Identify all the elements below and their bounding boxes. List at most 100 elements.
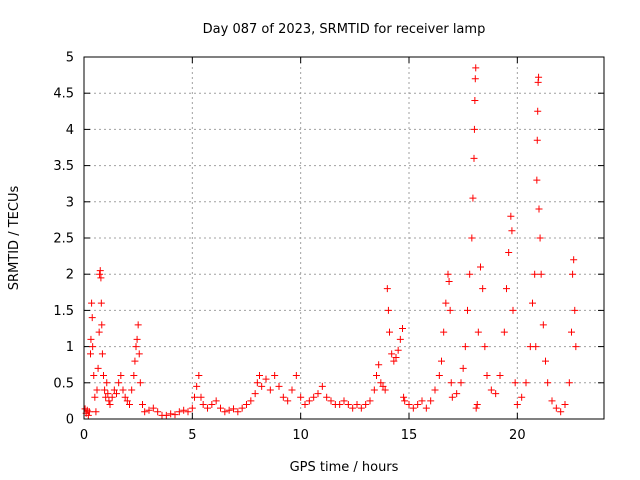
- data-point: [204, 404, 211, 412]
- data-point: [370, 386, 378, 394]
- data-point: [440, 328, 448, 336]
- y-tick-label: 4: [66, 123, 74, 138]
- y-tick-label: 3.5: [53, 159, 74, 174]
- data-point: [126, 401, 133, 409]
- data-point: [191, 393, 198, 401]
- data-point: [96, 270, 104, 278]
- data-point: [87, 335, 95, 343]
- data-point: [508, 227, 516, 235]
- data-point: [149, 404, 157, 412]
- data-point: [100, 372, 107, 380]
- data-point: [534, 107, 542, 115]
- data-point: [266, 386, 274, 394]
- x-tick-label: 0: [80, 428, 88, 443]
- data-point: [88, 299, 96, 307]
- data-point: [471, 96, 479, 104]
- data-point: [571, 306, 579, 314]
- data-point: [431, 386, 439, 394]
- data-point: [217, 404, 224, 412]
- data-point: [445, 277, 453, 285]
- data-point: [542, 357, 549, 365]
- data-point: [466, 270, 474, 278]
- data-point: [98, 350, 106, 358]
- data-point: [473, 401, 481, 409]
- data-point: [392, 353, 400, 361]
- data-points: [81, 64, 580, 419]
- data-point: [292, 372, 300, 380]
- chart-title: Day 087 of 2023, SRMTID for receiver lam…: [203, 22, 486, 37]
- data-point: [459, 364, 467, 372]
- data-point: [256, 372, 263, 380]
- data-point: [435, 372, 443, 380]
- data-point: [121, 393, 129, 401]
- data-point: [243, 401, 250, 409]
- data-point: [503, 285, 510, 293]
- data-point: [513, 401, 521, 409]
- data-point: [442, 299, 450, 307]
- data-point: [199, 401, 207, 409]
- data-point: [405, 401, 413, 409]
- data-point: [531, 270, 539, 278]
- data-point: [569, 270, 577, 278]
- data-point: [418, 397, 426, 405]
- data-point: [487, 386, 495, 394]
- data-point: [188, 404, 196, 412]
- data-point: [399, 325, 406, 332]
- data-point: [396, 335, 404, 343]
- data-point: [167, 410, 175, 418]
- data-point: [474, 328, 482, 336]
- data-point: [101, 386, 109, 394]
- data-point: [253, 379, 261, 387]
- data-point: [522, 379, 530, 387]
- data-point: [113, 390, 120, 398]
- data-point: [500, 328, 508, 336]
- data-point: [310, 393, 318, 401]
- data-point: [93, 386, 101, 394]
- data-point: [353, 401, 361, 409]
- data-point: [535, 205, 543, 213]
- data-point: [529, 299, 536, 307]
- plot-frame: [83, 56, 605, 420]
- data-point: [518, 393, 526, 401]
- data-point: [457, 379, 465, 387]
- data-point: [464, 306, 471, 314]
- data-point: [193, 382, 201, 390]
- y-tick-label: 4.5: [53, 87, 74, 102]
- data-point: [537, 270, 545, 278]
- data-point: [271, 372, 279, 380]
- data-point: [171, 411, 179, 419]
- data-point: [379, 382, 387, 390]
- data-point: [98, 321, 106, 329]
- data-point: [141, 408, 149, 416]
- data-point: [251, 390, 259, 398]
- y-tick-label: 0: [66, 413, 74, 428]
- data-point: [318, 382, 326, 390]
- data-point: [212, 397, 220, 405]
- data-point: [444, 270, 452, 278]
- x-tick-label: 5: [188, 428, 196, 443]
- data-point: [565, 379, 573, 387]
- data-point: [90, 372, 98, 380]
- data-point: [104, 390, 112, 398]
- data-point: [139, 401, 146, 409]
- data-point: [532, 343, 540, 351]
- data-point: [106, 401, 114, 409]
- data-point: [401, 397, 409, 405]
- data-point: [366, 397, 374, 405]
- data-point: [314, 390, 322, 398]
- axis-ticks: 0 0.5 1 1.5 2 2.5 3 3.5 4 4.5 5 0 5 10 15 20: [53, 51, 604, 443]
- x-tick-label: 20: [509, 428, 526, 443]
- data-point: [279, 393, 287, 401]
- data-point: [262, 375, 270, 383]
- data-point: [221, 408, 229, 416]
- data-point: [88, 314, 96, 322]
- data-point: [533, 176, 541, 184]
- data-point: [84, 411, 92, 419]
- data-point: [384, 306, 392, 314]
- data-point: [344, 401, 352, 409]
- data-point: [184, 408, 192, 416]
- data-point: [447, 379, 455, 387]
- grid-lines: [84, 57, 604, 419]
- data-point: [102, 393, 110, 401]
- data-point: [89, 343, 97, 351]
